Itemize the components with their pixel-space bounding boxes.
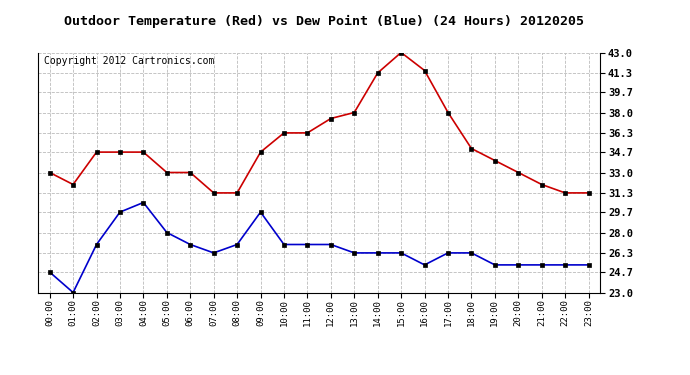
Text: Copyright 2012 Cartronics.com: Copyright 2012 Cartronics.com <box>43 56 214 66</box>
Text: Outdoor Temperature (Red) vs Dew Point (Blue) (24 Hours) 20120205: Outdoor Temperature (Red) vs Dew Point (… <box>64 15 584 28</box>
